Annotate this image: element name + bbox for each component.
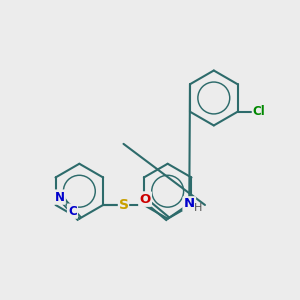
Text: N: N [55, 190, 65, 204]
Text: Cl: Cl [253, 105, 266, 118]
Text: N: N [184, 197, 195, 211]
Text: S: S [118, 198, 128, 212]
Text: C: C [68, 205, 77, 218]
Text: H: H [194, 203, 202, 213]
Text: O: O [140, 193, 151, 206]
